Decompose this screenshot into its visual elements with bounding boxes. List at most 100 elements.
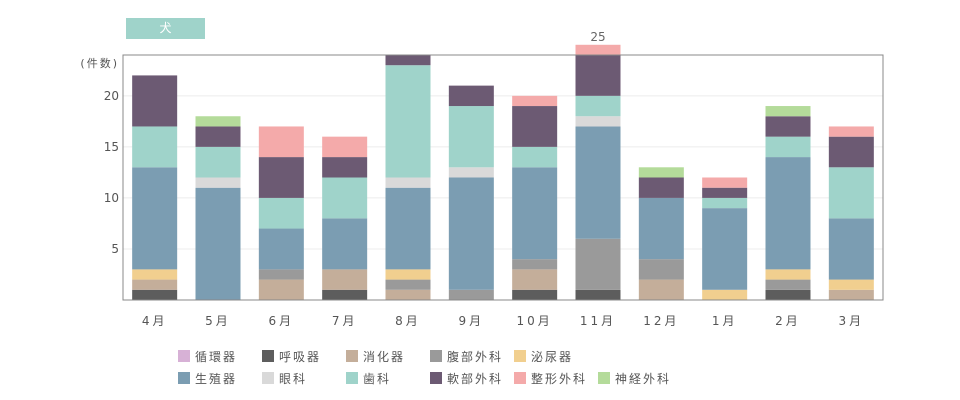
bar-segment xyxy=(702,177,748,188)
bar-segment xyxy=(512,259,558,270)
legend-label: 泌尿器 xyxy=(531,349,574,364)
legend-label: 神経外科 xyxy=(615,371,672,386)
x-tick-label: 2月 xyxy=(775,314,801,328)
bar-segment xyxy=(512,167,558,260)
legend-swatch xyxy=(178,350,190,362)
bar-segment xyxy=(132,126,178,168)
legend-swatch xyxy=(262,350,274,362)
bar-segment xyxy=(258,126,304,158)
bar-segment xyxy=(258,269,304,280)
x-tick-label: 9月 xyxy=(459,314,485,328)
legend-label: 生殖器 xyxy=(195,371,238,386)
bar-segment xyxy=(322,177,368,219)
x-tick-label: 6月 xyxy=(269,314,295,328)
legend-label: 循環器 xyxy=(195,349,238,364)
bar-segment xyxy=(638,259,684,280)
y-tick-label: 10 xyxy=(104,191,119,205)
bar-segment xyxy=(638,167,684,178)
bar-segment xyxy=(828,279,874,290)
bar-segment xyxy=(638,279,684,300)
bar-segment xyxy=(702,197,748,209)
bar-segment xyxy=(702,289,748,300)
x-tick-label: 12月 xyxy=(643,314,679,328)
bar-segment xyxy=(828,218,874,280)
bar-segment xyxy=(385,177,431,188)
bar-segment xyxy=(765,136,811,158)
bar-segment xyxy=(448,167,494,178)
legend-swatch xyxy=(346,350,358,362)
bar-segment xyxy=(258,197,304,229)
bar-segment xyxy=(638,177,684,198)
bar-segment xyxy=(258,157,304,198)
bar-segment xyxy=(765,289,811,300)
y-axis-title: (件数) xyxy=(80,57,119,70)
legend-item: 整形外科 xyxy=(514,370,598,387)
bar-segment xyxy=(258,279,304,300)
legend-swatch xyxy=(346,372,358,384)
legend-item: 消化器 xyxy=(346,348,430,365)
bar-segment xyxy=(322,218,368,270)
legend-label: 呼吸器 xyxy=(279,349,322,364)
x-tick-label: 3月 xyxy=(839,314,865,328)
bar-segment xyxy=(385,289,431,300)
bar-segment xyxy=(575,55,621,96)
bar-segment xyxy=(765,157,811,270)
y-tick-label: 5 xyxy=(111,242,119,256)
x-tick-label: 10月 xyxy=(517,314,553,328)
bar-segment xyxy=(512,269,558,290)
legend-label: 歯科 xyxy=(363,371,392,386)
bar-segment xyxy=(575,126,621,239)
bar-segment xyxy=(322,289,368,300)
bar-segment xyxy=(195,146,241,178)
plot-frame xyxy=(122,54,884,301)
bar-segment xyxy=(512,106,558,147)
x-tick-label: 11月 xyxy=(580,314,616,328)
legend-swatch xyxy=(262,372,274,384)
legend-label: 腹部外科 xyxy=(447,349,504,364)
bar-segment xyxy=(132,75,178,127)
bar-segment xyxy=(132,289,178,300)
bar-segment xyxy=(258,228,304,270)
y-tick-label: 20 xyxy=(104,89,119,103)
bar-segment xyxy=(132,279,178,290)
legend-item: 生殖器 xyxy=(178,370,262,387)
legend-row-2: 生殖器 眼科 歯科 軟部外科 整形外科 神経外科 xyxy=(178,367,738,389)
legend-swatch xyxy=(178,372,190,384)
bar-segment xyxy=(575,44,621,55)
bar-segment xyxy=(512,146,558,168)
bar-segment xyxy=(765,279,811,290)
legend-swatch xyxy=(514,372,526,384)
legend-item: 呼吸器 xyxy=(262,348,346,365)
bar-segment xyxy=(195,116,241,127)
bar-segment xyxy=(638,197,684,260)
legend-label: 消化器 xyxy=(363,349,406,364)
bar-segment xyxy=(765,116,811,137)
bar-segment xyxy=(385,269,431,280)
bar-segment xyxy=(828,126,874,137)
x-tick-label: 5月 xyxy=(205,314,231,328)
bar-segment xyxy=(195,187,241,300)
bar-segment xyxy=(385,187,431,270)
legend-swatch xyxy=(430,350,442,362)
legend-row-1: 循環器 呼吸器 消化器 腹部外科 泌尿器 xyxy=(178,345,738,367)
bar-segment xyxy=(448,177,494,290)
x-tick-label: 4月 xyxy=(142,314,168,328)
bar-segment xyxy=(765,269,811,280)
bar-segment xyxy=(828,167,874,219)
legend: 循環器 呼吸器 消化器 腹部外科 泌尿器 生殖器 眼科 歯科 軟部外科 整形外科… xyxy=(178,345,738,389)
x-tick-label: 8月 xyxy=(395,314,421,328)
legend-item: 循環器 xyxy=(178,348,262,365)
bar-segment xyxy=(195,126,241,147)
bar-segment xyxy=(448,289,494,300)
y-tick-label: 15 xyxy=(104,140,119,154)
species-tab[interactable]: 犬 xyxy=(126,18,205,39)
bar-segment xyxy=(512,289,558,300)
bar-segment xyxy=(575,289,621,300)
legend-swatch xyxy=(598,372,610,384)
bar-segment xyxy=(195,177,241,188)
bar-segment xyxy=(575,95,621,117)
legend-item: 眼科 xyxy=(262,370,346,387)
legend-label: 眼科 xyxy=(279,371,308,386)
x-tick-label: 1月 xyxy=(712,314,738,328)
